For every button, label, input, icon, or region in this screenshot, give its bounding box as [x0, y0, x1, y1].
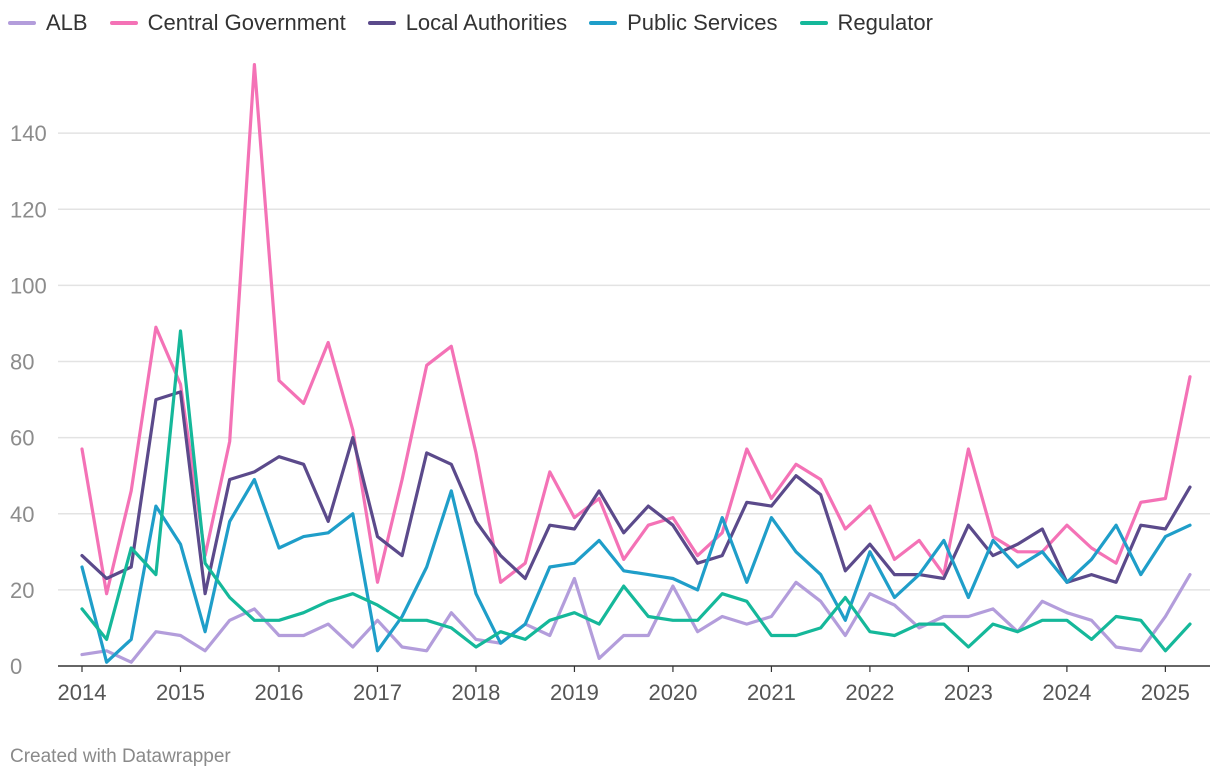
x-tick-label-2021: 2021 [747, 680, 796, 705]
legend-item-local-authorities: Local Authorities [367, 10, 568, 36]
legend-item-public-services: Public Services [589, 10, 778, 36]
legend-label-central-government: Central Government [147, 10, 346, 35]
legend: ALB Central Government Local Authorities Pu… [8, 10, 955, 36]
y-tick-label-40: 40 [10, 502, 34, 527]
series-line-local-authorities [80, 390, 1192, 596]
y-tick-label-20: 20 [10, 578, 34, 603]
legend-label-alb: ALB [46, 10, 88, 35]
legend-label-local-authorities: Local Authorities [405, 10, 568, 35]
legend-swatch-public-services [589, 21, 618, 25]
series-line-central-government [80, 62, 1192, 596]
series-line-alb [80, 572, 1192, 664]
legend-item-central-government: Central Government [109, 10, 346, 36]
legend-swatch-central-government [109, 21, 138, 25]
x-tick-label-2016: 2016 [255, 680, 304, 705]
x-tick-label-2018: 2018 [451, 680, 500, 705]
y-tick-label-140: 140 [10, 121, 47, 146]
legend-item-regulator: Regulator [799, 10, 933, 36]
x-tick-label-2020: 2020 [648, 680, 697, 705]
legend-swatch-alb [8, 21, 36, 25]
y-tick-label-100: 100 [10, 273, 47, 298]
x-tick-label-2024: 2024 [1042, 680, 1091, 705]
series-line-regulator [80, 329, 1192, 653]
y-tick-label-80: 80 [10, 350, 34, 375]
x-tick-label-2019: 2019 [550, 680, 599, 705]
x-tick-label-2025: 2025 [1141, 680, 1190, 705]
legend-item-alb: ALB [8, 10, 88, 36]
legend-swatch-local-authorities [367, 21, 396, 25]
x-tick-label-2022: 2022 [845, 680, 894, 705]
series-line-public-services [80, 477, 1192, 664]
credit-footer: Created with Datawrapper [10, 746, 231, 767]
legend-label-public-services: Public Services [627, 10, 778, 35]
y-tick-label-120: 120 [10, 197, 47, 222]
x-tick-label-2017: 2017 [353, 680, 402, 705]
y-tick-label-60: 60 [10, 426, 34, 451]
x-tick-label-2014: 2014 [58, 680, 107, 705]
legend-swatch-regulator [799, 21, 828, 25]
x-tick-label-2023: 2023 [944, 680, 993, 705]
y-tick-label-0: 0 [10, 654, 22, 679]
legend-label-regulator: Regulator [837, 10, 933, 35]
x-tick-label-2015: 2015 [156, 680, 205, 705]
